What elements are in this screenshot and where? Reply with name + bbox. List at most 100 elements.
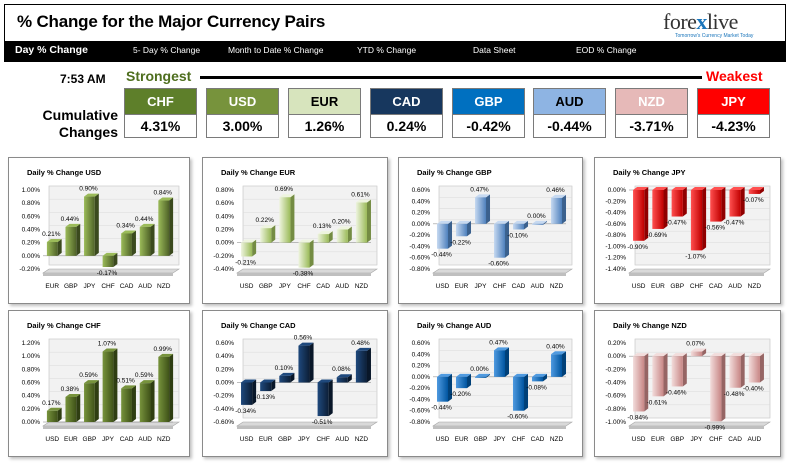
x-tick-label: NZD [550, 283, 564, 290]
y-tick-label: -0.40% [213, 266, 234, 273]
bar-aud [729, 187, 745, 217]
nav-data-sheet[interactable]: Data Sheet [473, 45, 516, 55]
data-label: 0.48% [351, 340, 370, 347]
data-label: 0.47% [470, 186, 489, 193]
bar-cad [512, 220, 529, 230]
x-tick-label: GBP [670, 436, 684, 443]
bar-jpy [279, 194, 295, 243]
chart-panel-aud: Daily % Change AUD 0.60% 0.40% 0.20% 0.00% -0… [398, 310, 583, 457]
chart-floor [432, 421, 573, 427]
currency-box-chf: CHF 4.31% [124, 88, 197, 138]
data-label: 0.34% [116, 222, 135, 229]
x-tick-label: EUR [259, 436, 273, 443]
y-tick-label: -0.40% [409, 243, 430, 250]
bar-usd [241, 379, 257, 405]
y-tick-label: 0.00% [412, 374, 431, 381]
data-label: -0.90% [627, 244, 648, 251]
x-tick-label: EUR [651, 436, 665, 443]
data-label: 0.56% [294, 335, 313, 342]
y-tick-label: 0.20% [216, 366, 235, 373]
chart-floor-edge [237, 426, 371, 429]
bar-aud [139, 380, 155, 422]
chart-floor-edge [43, 426, 173, 429]
x-tick-label: NZD [355, 283, 369, 290]
data-label: 0.10% [275, 365, 294, 372]
currency-name: JPY [698, 89, 769, 114]
y-tick-label: 0.20% [412, 363, 431, 370]
currency-name: CAD [371, 89, 442, 114]
y-tick-label: 1.00% [22, 353, 41, 360]
currency-name: EUR [289, 89, 360, 114]
y-tick-label: 0.80% [216, 187, 235, 194]
nav-month-to-date[interactable]: Month to Date % Change [228, 45, 324, 55]
nav-5day-change[interactable]: 5- Day % Change [133, 45, 201, 55]
y-tick-label: 0.60% [412, 187, 431, 194]
strength-scale-line [200, 76, 702, 79]
x-tick-label: AUD [728, 283, 742, 290]
currency-box-eur: EUR 1.26% [288, 88, 361, 138]
data-label: -0.07% [743, 197, 764, 204]
bar-chf [710, 353, 726, 422]
data-label: 0.44% [61, 216, 80, 223]
bar-chf [298, 239, 314, 268]
y-tick-label: -0.80% [605, 406, 626, 413]
chart-title-chf: Daily % Change CHF [27, 321, 101, 330]
y-tick-label: 0.00% [216, 380, 235, 387]
x-tick-label: GBP [64, 283, 78, 290]
currency-box-cad: CAD 0.24% [370, 88, 443, 138]
y-tick-label: 0.40% [412, 198, 431, 205]
chart-panel-cad: Daily % Change CAD 0.60% 0.40% 0.20% 0.00% -0… [202, 310, 388, 457]
y-tick-label: -0.40% [409, 396, 430, 403]
nav-bar: Day % Change 5- Day % Change Month to Da… [5, 41, 785, 61]
y-tick-label: -1.00% [605, 419, 626, 426]
bar-aud [748, 353, 764, 383]
y-tick-label: 0.60% [216, 340, 235, 347]
y-tick-label: 0.20% [216, 227, 235, 234]
x-tick-label: JPY [475, 283, 488, 290]
x-tick-label: EUR [45, 283, 59, 290]
bar-aud [139, 223, 155, 256]
x-tick-label: USD [632, 436, 646, 443]
x-tick-label: NZD [550, 436, 564, 443]
chart-floor [42, 421, 180, 427]
data-label: -0.21% [235, 259, 256, 266]
currency-name: USD [207, 89, 278, 114]
timestamp: 7:53 AM [60, 72, 106, 86]
chart-floor-edge [433, 426, 566, 429]
nav-eod-change[interactable]: EOD % Change [576, 45, 637, 55]
cumulative-changes-label: Cumulative Changes [42, 107, 118, 140]
y-tick-label: 0.60% [412, 340, 431, 347]
y-tick-label: 0.40% [22, 393, 41, 400]
x-tick-label: JPY [83, 283, 96, 290]
bar-nzd [355, 347, 371, 383]
currency-value: -4.23% [698, 114, 769, 137]
bar-usd [241, 239, 257, 257]
bar-eur [455, 220, 472, 237]
chart-title-aud: Daily % Change AUD [417, 321, 492, 330]
y-tick-label: -1.00% [605, 243, 626, 250]
bar-gbp [671, 353, 687, 387]
forexlive-logo[interactable]: forexlive Tomorrow's Currency Market Tod… [663, 9, 773, 41]
nav-day-change[interactable]: Day % Change [15, 44, 88, 56]
data-label: 0.99% [153, 346, 172, 353]
chart-floor-edge [43, 273, 173, 276]
bar-jpy [84, 193, 99, 256]
logo-wordmark: forexlive [663, 9, 738, 34]
x-tick-label: EUR [455, 283, 469, 290]
x-tick-label: USD [632, 283, 646, 290]
nav-ytd-change[interactable]: YTD % Change [357, 45, 417, 55]
y-tick-label: -0.80% [605, 232, 626, 239]
x-tick-label: EUR [64, 436, 78, 443]
x-tick-label: AUD [747, 436, 761, 443]
x-tick-label: CAD [709, 283, 723, 290]
y-tick-label: 0.00% [216, 240, 235, 247]
y-tick-label: 0.20% [608, 340, 627, 347]
x-tick-label: EUR [455, 436, 469, 443]
y-tick-label: 1.20% [22, 340, 41, 347]
currency-box-jpy: JPY -4.23% [697, 88, 770, 138]
bar-eur [652, 187, 668, 229]
y-tick-label: 0.60% [216, 200, 235, 207]
logo-tagline: Tomorrow's Currency Market Today [675, 33, 754, 39]
x-tick-label: AUD [138, 436, 152, 443]
chart-floor [628, 421, 771, 427]
